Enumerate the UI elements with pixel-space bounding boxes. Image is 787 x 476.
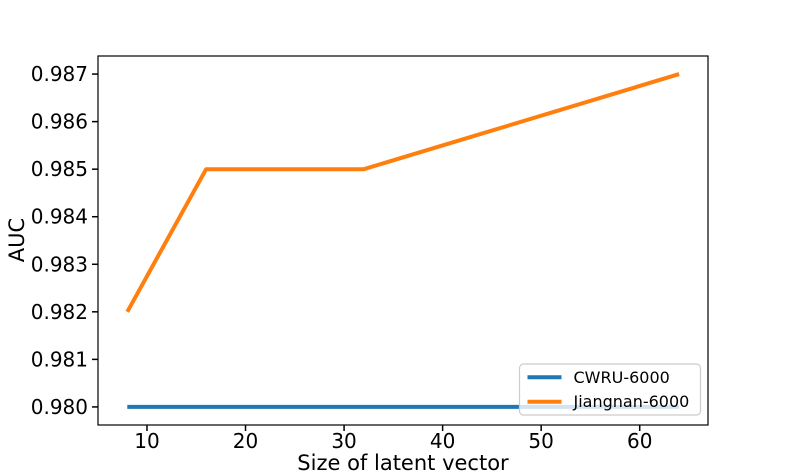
x-tick-label: 30 — [331, 429, 356, 453]
legend-box — [518, 363, 702, 416]
y-tick-label: 0.982 — [31, 300, 88, 324]
y-tick-label: 0.986 — [31, 110, 88, 134]
legend: CWRU-6000 Jiangnan-6000 — [518, 363, 702, 416]
plot-border — [97, 55, 709, 426]
series-line-jiangnan-6000 — [125, 72, 680, 313]
x-axis-label: Size of latent vector — [297, 451, 509, 475]
y-tick-label: 0.983 — [31, 252, 88, 276]
y-axis-label: AUC — [5, 217, 29, 263]
x-tick-label: 50 — [528, 429, 553, 453]
y-tick-label: 0.985 — [31, 157, 88, 181]
y-tick-label: 0.984 — [31, 205, 88, 229]
y-tick-label: 0.981 — [31, 347, 88, 371]
y-tick-label: 0.987 — [31, 62, 88, 86]
legend-label-jiangnan-6000: Jiangnan-6000 — [573, 392, 690, 411]
y-tick-label: 0.980 — [31, 395, 88, 419]
legend-label-cwru-6000: CWRU-6000 — [574, 368, 670, 387]
x-tick-label: 60 — [627, 429, 652, 453]
x-tick-label: 40 — [430, 429, 455, 453]
x-tick-label: 10 — [134, 429, 159, 453]
x-tick-label: 20 — [233, 429, 258, 453]
